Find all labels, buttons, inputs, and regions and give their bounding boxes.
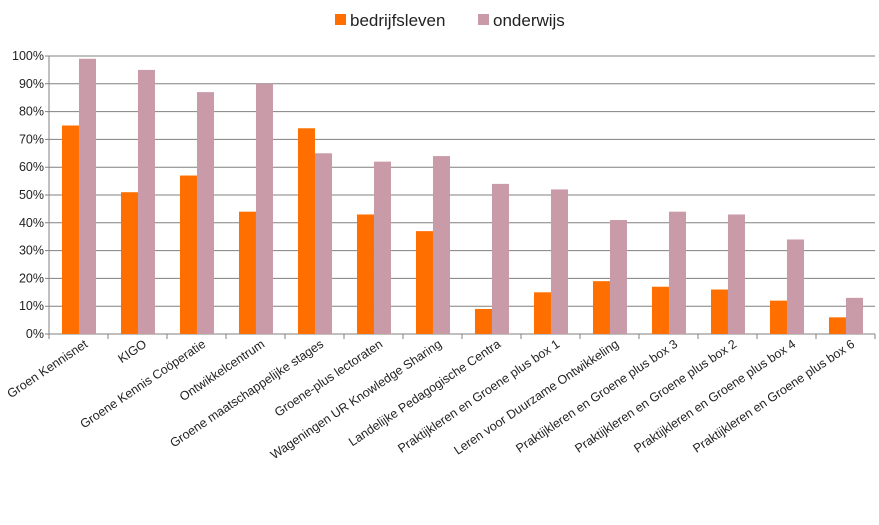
bar-onderwijs xyxy=(137,69,155,335)
bar-bedrijfsleven xyxy=(356,214,374,334)
bar-bedrijfsleven xyxy=(61,125,79,334)
x-category-label: KIGO xyxy=(115,337,149,366)
bar-bedrijfsleven xyxy=(710,289,728,334)
bar-bedrijfsleven xyxy=(238,211,256,334)
bar-onderwijs xyxy=(727,214,745,334)
bar-onderwijs xyxy=(786,239,804,334)
bar-bedrijfsleven xyxy=(415,231,433,334)
x-category-label: Groene-plus lectoraten xyxy=(272,337,385,420)
bar-onderwijs xyxy=(78,58,96,334)
y-tick-label: 60% xyxy=(19,160,44,174)
legend: bedrijfsleven onderwijs xyxy=(335,11,565,30)
bars xyxy=(61,58,863,335)
y-tick-label: 30% xyxy=(19,244,44,258)
y-tick-label: 40% xyxy=(19,216,44,230)
legend-label-onderwijs: onderwijs xyxy=(493,11,565,30)
y-tick-label: 0% xyxy=(26,327,44,341)
bar-onderwijs xyxy=(432,156,450,334)
y-tick-label: 10% xyxy=(19,299,44,313)
bar-bedrijfsleven xyxy=(120,192,138,334)
bar-onderwijs xyxy=(609,220,627,334)
bar-bedrijfsleven xyxy=(592,281,610,334)
y-axis-tick-labels: 0% 10% 20% 30% 40% 50% 60% 70% 80% 90% 100% xyxy=(12,49,44,341)
bar-onderwijs xyxy=(314,153,332,334)
bar-onderwijs xyxy=(255,83,273,334)
bar-bedrijfsleven xyxy=(828,317,846,334)
bar-bedrijfsleven xyxy=(297,128,315,334)
bar-bedrijfsleven xyxy=(474,308,492,334)
bar-onderwijs xyxy=(550,189,568,334)
bar-onderwijs xyxy=(491,183,509,334)
bar-onderwijs xyxy=(845,297,863,334)
y-tick-label: 80% xyxy=(19,105,44,119)
bar-onderwijs xyxy=(373,161,391,334)
bar-onderwijs xyxy=(668,211,686,334)
bar-bedrijfsleven xyxy=(769,300,787,334)
y-tick-label: 70% xyxy=(19,132,44,146)
x-category-label: Groen Kennisnet xyxy=(5,337,91,401)
legend-label-bedrijfsleven: bedrijfsleven xyxy=(350,11,445,30)
gridlines xyxy=(45,55,876,339)
legend-swatch-bedrijfsleven xyxy=(335,14,346,25)
bar-onderwijs xyxy=(196,92,214,334)
bar-bedrijfsleven xyxy=(651,286,669,334)
y-tick-label: 100% xyxy=(12,49,44,63)
bar-bedrijfsleven xyxy=(533,292,551,334)
y-tick-label: 50% xyxy=(19,188,44,202)
y-tick-label: 20% xyxy=(19,271,44,285)
y-tick-label: 90% xyxy=(19,77,44,91)
legend-swatch-onderwijs xyxy=(478,14,489,25)
bar-bedrijfsleven xyxy=(179,175,197,334)
